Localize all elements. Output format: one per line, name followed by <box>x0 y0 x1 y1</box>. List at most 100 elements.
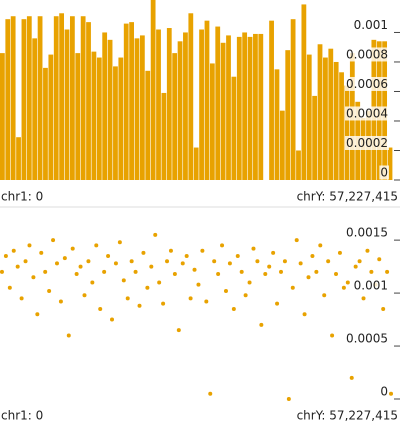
label-bg <box>379 384 389 399</box>
bar <box>5 19 11 180</box>
point <box>212 259 217 264</box>
bar <box>312 95 318 180</box>
point <box>176 328 181 333</box>
y-tick-label: 0.001 <box>354 18 388 32</box>
point <box>365 248 370 253</box>
bar <box>75 53 81 180</box>
point <box>54 261 59 266</box>
bar <box>344 85 350 180</box>
point <box>62 256 67 261</box>
point <box>286 397 291 401</box>
y-tick-label: 0.0004 <box>346 106 388 120</box>
bar <box>43 67 48 180</box>
point <box>318 243 323 248</box>
point <box>19 296 24 301</box>
point <box>90 280 95 285</box>
point <box>243 293 248 298</box>
bar <box>69 16 75 180</box>
bar <box>236 36 242 180</box>
point <box>302 312 307 317</box>
point <box>216 272 221 277</box>
bar <box>80 16 86 180</box>
point <box>227 261 232 266</box>
point <box>369 269 374 274</box>
label-bg <box>345 47 389 62</box>
point <box>314 269 319 274</box>
bar <box>32 38 38 180</box>
point <box>141 250 146 255</box>
point <box>157 280 162 285</box>
point <box>337 250 342 255</box>
bar <box>226 35 231 180</box>
point <box>149 264 154 269</box>
point <box>282 259 287 264</box>
point <box>188 296 193 301</box>
bar <box>96 57 102 180</box>
point <box>31 275 36 280</box>
point <box>278 269 283 274</box>
point <box>113 261 118 266</box>
label-bg <box>345 331 389 346</box>
x-start-label: chr1: 0 <box>1 409 43 423</box>
point <box>74 272 79 277</box>
bar <box>301 4 307 181</box>
bar <box>16 137 21 180</box>
bar <box>209 63 215 180</box>
point <box>200 248 205 253</box>
bar <box>37 16 43 180</box>
point <box>223 288 228 293</box>
bar <box>177 41 183 180</box>
bar <box>139 35 145 180</box>
bar <box>123 23 129 181</box>
point <box>70 246 75 251</box>
point <box>267 264 272 269</box>
point <box>322 293 327 298</box>
point <box>208 391 213 396</box>
bar <box>204 20 210 181</box>
point <box>377 257 382 262</box>
bar <box>269 20 274 181</box>
bar <box>102 32 108 180</box>
point <box>381 306 386 311</box>
point <box>129 259 134 264</box>
bar <box>306 54 312 180</box>
point <box>78 264 83 269</box>
point <box>172 272 177 277</box>
bar <box>64 29 70 181</box>
bar <box>129 22 134 180</box>
bar <box>247 36 253 180</box>
bar <box>328 48 334 181</box>
bar <box>150 0 156 180</box>
bar <box>387 147 393 180</box>
point <box>106 254 111 259</box>
bar <box>161 92 167 180</box>
point <box>35 312 40 317</box>
point <box>357 259 362 264</box>
point <box>110 317 115 322</box>
point <box>125 296 130 301</box>
bar <box>0 53 5 180</box>
point <box>102 269 107 274</box>
point <box>184 254 189 259</box>
bar <box>21 19 27 180</box>
point <box>39 250 44 255</box>
point <box>326 259 331 264</box>
point <box>192 267 197 272</box>
label-bg <box>345 225 389 240</box>
point <box>310 254 315 259</box>
label-bg <box>345 135 389 150</box>
label-bg <box>379 165 389 180</box>
bar <box>323 57 328 180</box>
bar <box>10 16 16 180</box>
bar <box>183 32 188 180</box>
point <box>231 306 236 311</box>
point <box>11 248 16 253</box>
bar <box>188 13 194 181</box>
point <box>353 264 358 269</box>
y-tick-label: 0.0006 <box>346 77 388 91</box>
bar <box>134 38 140 180</box>
bar <box>59 13 65 181</box>
bar <box>317 44 323 180</box>
point <box>153 232 158 237</box>
